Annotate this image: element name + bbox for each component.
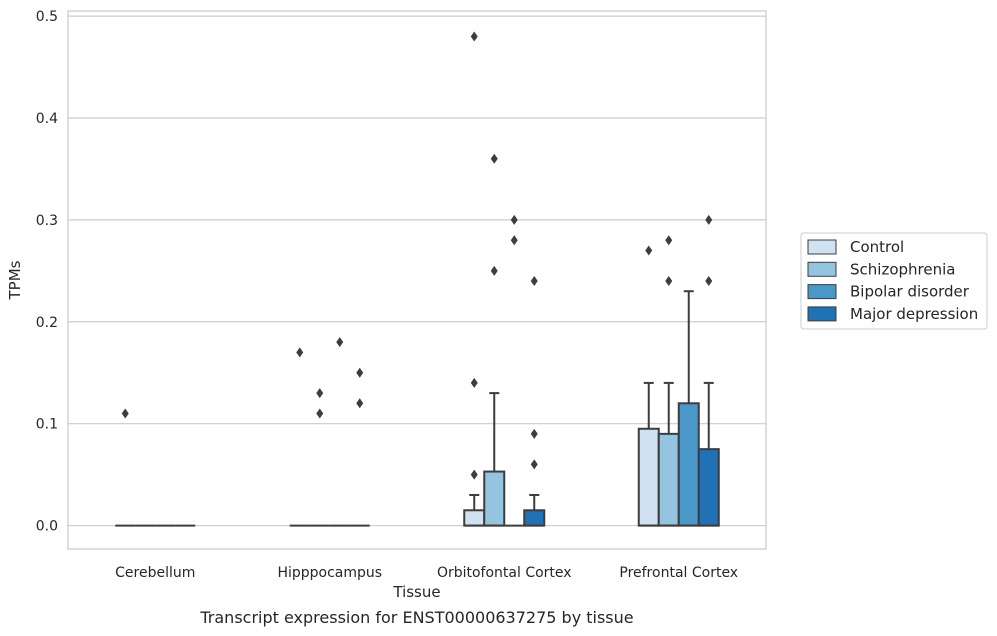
outlier-point	[336, 337, 344, 348]
outlier-point	[530, 276, 538, 287]
box-control	[637, 245, 660, 527]
legend-swatch	[807, 239, 837, 255]
box-control	[463, 31, 486, 527]
legend-swatch	[807, 306, 837, 322]
box-schizophrenia	[309, 388, 330, 527]
box-body	[483, 470, 506, 527]
outlier-point	[490, 153, 498, 164]
box-major-depression	[697, 214, 720, 527]
box-bipolar-disorder	[677, 290, 700, 527]
outlier-point	[510, 235, 518, 246]
y-tick-label: 0.1	[36, 417, 58, 433]
box-major-depression	[349, 367, 370, 527]
outlier-point	[510, 214, 518, 225]
box-body	[697, 448, 720, 527]
outlier-point	[705, 276, 713, 287]
box-control	[289, 347, 310, 527]
outlier-point	[490, 265, 498, 276]
y-tick-label: 0.3	[36, 213, 58, 229]
plot-frame	[67, 10, 767, 550]
legend-swatch	[807, 284, 837, 300]
box-major-depression	[523, 276, 546, 527]
outlier-point	[470, 469, 478, 480]
x-tick-label: Prefrontal Cortex	[619, 565, 738, 581]
outlier-point	[316, 388, 324, 399]
box-bipolar-disorder	[504, 214, 525, 527]
box-body	[637, 427, 660, 527]
box-schizophrenia	[657, 235, 680, 527]
outlier-point	[665, 276, 673, 287]
outlier-point	[316, 408, 324, 419]
box-body	[677, 402, 700, 527]
outlier-point	[470, 31, 478, 42]
legend-label: Bipolar disorder	[850, 283, 970, 301]
y-axis-title: TPMs	[6, 260, 24, 300]
box-body	[523, 509, 546, 527]
box-control	[115, 408, 136, 527]
outlier-point	[530, 428, 538, 439]
outlier-point	[530, 459, 538, 470]
x-axis-title: Tissue	[392, 583, 440, 601]
box-bipolar-disorder	[329, 337, 350, 527]
x-tick-label: Cerebellum	[115, 565, 195, 581]
legend-label: Major depression	[850, 305, 978, 323]
box-series	[115, 31, 720, 527]
legend-label: Schizophrenia	[850, 260, 955, 278]
box-schizophrenia	[483, 153, 506, 527]
box-body	[463, 509, 486, 527]
chart-caption: Transcript expression for ENST0000063727…	[199, 608, 633, 627]
y-tick-label: 0.4	[36, 111, 58, 127]
outlier-point	[296, 347, 304, 358]
outlier-point	[121, 408, 129, 419]
legend-swatch	[807, 261, 837, 277]
outlier-point	[356, 398, 364, 409]
box-body	[657, 432, 680, 527]
outlier-point	[470, 377, 478, 388]
x-tick-label: Orbitofontal Cortex	[437, 565, 572, 581]
y-tick-label: 0.0	[36, 519, 58, 535]
outlier-point	[356, 367, 364, 378]
y-tick-labels: 0.0 0.1 0.2 0.3 0.4 0.5	[36, 9, 58, 534]
outlier-point	[645, 245, 653, 256]
x-tick-labels: Cerebellum Hipppocampus Orbitofontal Corte…	[115, 565, 738, 581]
x-tick-label: Hipppocampus	[277, 565, 382, 581]
legend-frame	[800, 232, 988, 330]
y-tick-label: 0.2	[36, 315, 58, 331]
legend: Control Schizophrenia Bipolar disorder Majo…	[800, 232, 988, 330]
outlier-point	[665, 235, 673, 246]
outlier-point	[705, 214, 713, 225]
y-tick-label: 0.5	[36, 9, 58, 25]
legend-label: Control	[850, 238, 904, 256]
